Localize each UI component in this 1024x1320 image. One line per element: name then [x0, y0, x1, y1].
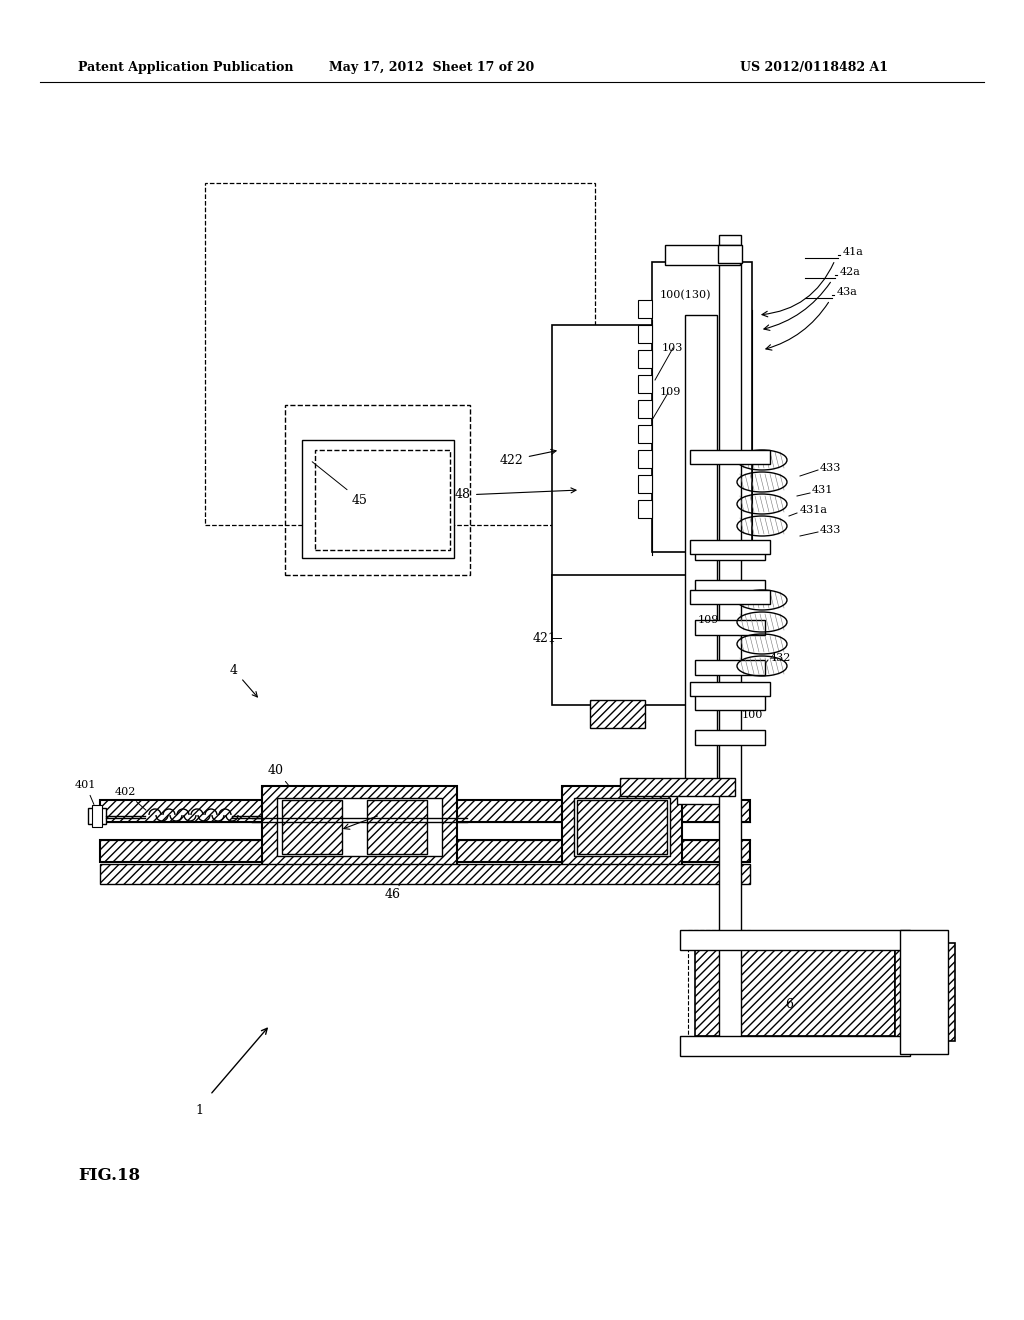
- Bar: [262, 785, 457, 866]
- Bar: [315, 450, 450, 550]
- Bar: [638, 500, 652, 517]
- Bar: [285, 405, 470, 576]
- Bar: [680, 1036, 910, 1056]
- Bar: [574, 799, 670, 855]
- Bar: [552, 576, 687, 705]
- Bar: [278, 799, 442, 855]
- Bar: [652, 261, 752, 552]
- Bar: [638, 400, 652, 418]
- Bar: [92, 805, 102, 828]
- Bar: [690, 590, 770, 605]
- Bar: [665, 246, 740, 265]
- Text: 48: 48: [455, 488, 575, 502]
- Bar: [367, 800, 427, 854]
- Bar: [695, 660, 765, 675]
- Bar: [695, 545, 765, 560]
- Bar: [590, 700, 645, 729]
- Bar: [205, 183, 595, 525]
- Text: 40: 40: [268, 763, 288, 785]
- Text: 6: 6: [785, 998, 793, 1011]
- Bar: [718, 246, 742, 263]
- Bar: [695, 579, 765, 595]
- Text: 431: 431: [812, 484, 834, 495]
- Bar: [695, 620, 765, 635]
- Bar: [302, 440, 454, 558]
- Bar: [100, 840, 750, 862]
- Bar: [562, 785, 682, 866]
- Bar: [719, 235, 741, 1049]
- Text: 43a: 43a: [837, 286, 858, 297]
- Text: US 2012/0118482 A1: US 2012/0118482 A1: [740, 62, 888, 74]
- Text: 41a: 41a: [843, 247, 864, 257]
- Text: 431a: 431a: [800, 506, 828, 515]
- Bar: [638, 425, 652, 444]
- Bar: [695, 696, 765, 710]
- Bar: [690, 540, 770, 554]
- Text: 109: 109: [660, 387, 681, 397]
- Bar: [677, 785, 725, 804]
- Bar: [895, 942, 955, 1041]
- Bar: [638, 475, 652, 492]
- Text: FIG.18: FIG.18: [78, 1167, 140, 1184]
- Bar: [690, 450, 770, 465]
- Bar: [695, 948, 895, 1036]
- Text: 100: 100: [742, 710, 763, 719]
- Bar: [100, 800, 750, 822]
- Text: Patent Application Publication: Patent Application Publication: [78, 62, 294, 74]
- Text: 1: 1: [195, 1104, 203, 1117]
- Text: 100(130): 100(130): [660, 290, 712, 300]
- Text: 4: 4: [230, 664, 257, 697]
- Text: 103: 103: [662, 343, 683, 352]
- Text: 42a: 42a: [840, 267, 861, 277]
- Bar: [88, 808, 106, 824]
- Bar: [638, 325, 652, 343]
- Bar: [900, 931, 948, 1053]
- Bar: [685, 315, 717, 785]
- Text: 402: 402: [115, 787, 146, 810]
- Bar: [100, 865, 750, 884]
- Text: 109: 109: [698, 615, 720, 624]
- Bar: [690, 682, 770, 696]
- Text: 422: 422: [500, 449, 556, 466]
- Text: 433: 433: [820, 525, 842, 535]
- Text: 432: 432: [770, 653, 792, 663]
- Bar: [282, 800, 342, 854]
- Bar: [695, 730, 765, 744]
- Bar: [680, 931, 910, 950]
- Bar: [638, 350, 652, 368]
- Bar: [620, 777, 735, 796]
- Bar: [552, 325, 687, 643]
- Bar: [638, 450, 652, 469]
- Bar: [577, 800, 667, 854]
- Text: 433: 433: [820, 463, 842, 473]
- Bar: [638, 300, 652, 318]
- Text: 46: 46: [385, 884, 401, 902]
- Text: 45: 45: [312, 462, 368, 507]
- Text: 421: 421: [534, 631, 557, 644]
- Text: May 17, 2012  Sheet 17 of 20: May 17, 2012 Sheet 17 of 20: [330, 62, 535, 74]
- Bar: [638, 375, 652, 393]
- Text: 401: 401: [75, 780, 96, 804]
